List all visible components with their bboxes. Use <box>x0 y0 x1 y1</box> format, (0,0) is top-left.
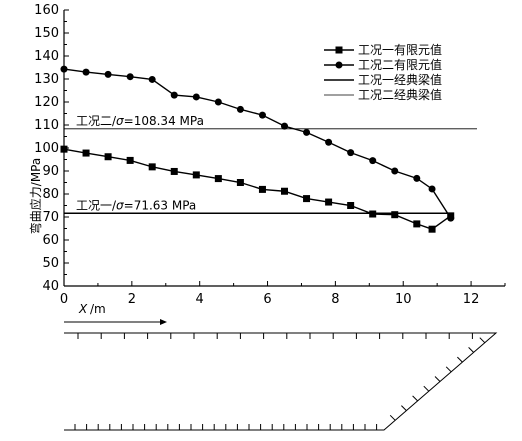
series-case2-marker <box>236 105 244 113</box>
y-tick-label: 60 <box>42 233 59 248</box>
beam-bottom-hatch <box>74 424 378 430</box>
series-case2-marker <box>281 122 288 130</box>
direction-arrow <box>64 319 167 325</box>
y-tick-label: 90 <box>42 164 59 179</box>
series-case1-marker <box>303 195 311 203</box>
hatch-mark <box>468 347 474 353</box>
annotation-prefix: 工况一/ <box>76 198 117 212</box>
hatch-mark <box>389 414 396 421</box>
series-case1-marker <box>104 153 112 161</box>
x-tick-label: 2 <box>128 292 136 307</box>
series-case2-marker <box>60 65 68 73</box>
series-case1-marker <box>148 163 156 171</box>
series-case2-marker <box>428 185 436 193</box>
hatch-mark <box>457 356 463 363</box>
series-case1-marker <box>170 167 178 175</box>
x-tick-label: 4 <box>196 292 204 307</box>
legend-label: 工况二有限元值 <box>358 57 442 72</box>
beam-diagonal-hatch <box>389 337 486 421</box>
series-case2-marker <box>148 75 156 83</box>
series-case2-marker <box>325 138 333 146</box>
series-case2-marker <box>258 111 266 119</box>
y-tick-label: 160 <box>34 3 59 18</box>
x-tick-label: 6 <box>263 292 271 307</box>
x-tick-label: 10 <box>395 292 412 307</box>
series-case1-marker <box>413 220 421 228</box>
hatch-mark <box>423 385 430 392</box>
series-case2-marker <box>303 128 311 136</box>
series-case2-marker <box>391 167 399 175</box>
annotation-prefix: 工况二/ <box>76 114 117 128</box>
series-case1-marker <box>82 149 90 157</box>
x-axis-variable: X <box>78 302 88 316</box>
series-case1-marker <box>428 225 436 233</box>
series-case1-marker <box>126 156 134 164</box>
series-case1-marker <box>391 211 399 219</box>
y-tick-label: 40 <box>42 279 59 294</box>
series-case2-marker <box>347 149 355 157</box>
y-axis-title: 弯曲应力/MPa <box>28 158 43 234</box>
series-case1-marker <box>214 175 222 183</box>
y-tick-label: 70 <box>42 210 59 225</box>
y-tick-label: 110 <box>34 118 59 133</box>
series-case1-marker <box>236 179 244 186</box>
x-tick-label: 12 <box>463 292 480 307</box>
beam-top-hatch <box>77 333 473 339</box>
hatch-mark <box>401 405 407 411</box>
y-tick-label: 130 <box>34 72 59 87</box>
hatch-mark <box>445 366 452 373</box>
annotation-case1: 工况一/σ=71.63 MPa <box>76 198 196 212</box>
x-axis-title: X /m <box>78 302 106 316</box>
series-case2-marker <box>82 68 90 76</box>
legend-label: 工况一有限元值 <box>358 42 442 57</box>
hatch-mark <box>434 376 441 382</box>
annotation-sigma: σ <box>116 198 124 212</box>
y-tick-label: 50 <box>42 256 59 271</box>
hatch-mark <box>479 337 486 344</box>
legend-label: 工况一经典梁值 <box>358 72 442 87</box>
annotation-number: =108.34 MPa <box>124 114 204 128</box>
series-case1-marker <box>60 145 68 153</box>
series-case2-marker <box>214 98 222 106</box>
beam-schematic <box>64 332 498 431</box>
series-case2-marker <box>126 73 134 81</box>
series-case2-marker <box>192 93 200 101</box>
reference-lines <box>64 128 477 215</box>
annotation-number: =71.63 MPa <box>124 198 197 212</box>
legend-label: 工况二经典梁值 <box>358 87 442 102</box>
x-tick-label: 8 <box>331 292 339 307</box>
annotation-case2: 工况二/σ=108.34 MPa <box>76 114 204 128</box>
annotation-sigma: σ <box>116 114 124 128</box>
x-tick-label: 0 <box>60 292 68 307</box>
beam-outline <box>64 332 498 431</box>
y-tick-label: 150 <box>34 26 59 41</box>
series-case1-marker <box>192 171 200 179</box>
y-tick-label: 100 <box>34 141 59 156</box>
series-case2-marker <box>447 214 455 222</box>
series-case1-marker <box>258 185 266 193</box>
y-tick-label: 120 <box>34 95 59 110</box>
y-tick-label: 140 <box>34 49 59 64</box>
legend-marker-square <box>335 46 343 54</box>
x-axis-unit: /m <box>90 302 106 316</box>
series-case2-marker <box>170 91 178 99</box>
y-tick-label: 80 <box>42 187 59 202</box>
axes: 40 50 60 70 80 90 100 110 120 130 140 150 160 0 2 4 6 8 10… <box>34 3 506 307</box>
series-case1-marker <box>281 187 288 195</box>
series-case1-marker <box>325 198 333 206</box>
series-case2-marker <box>104 70 112 78</box>
series-case2-marker <box>369 157 377 165</box>
legend-marker-circle <box>335 61 343 69</box>
hatch-mark <box>412 395 418 402</box>
series-case2-marker <box>413 174 421 182</box>
series-case1-marker <box>369 210 377 218</box>
series-case1-marker <box>347 202 355 209</box>
series-group <box>60 65 455 233</box>
